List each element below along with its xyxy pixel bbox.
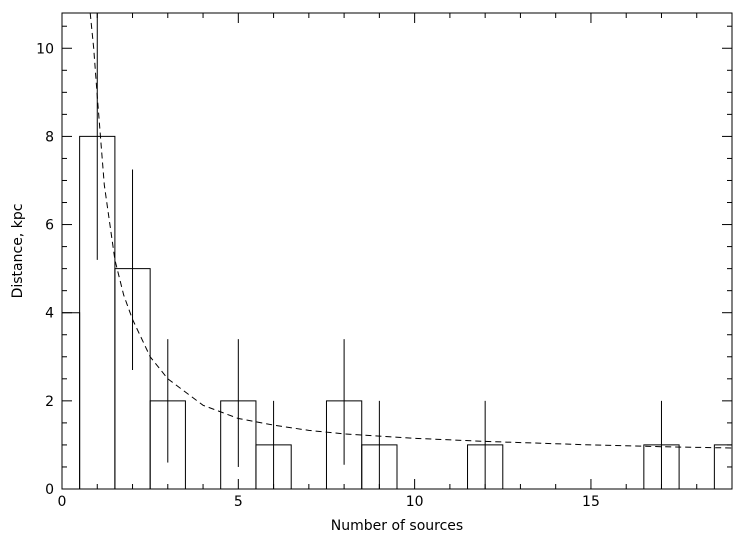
y-tick-label: 6	[45, 218, 54, 234]
fit-curve	[89, 12, 733, 449]
y-tick-label: 0	[45, 482, 54, 498]
x-axis-title: Number of sources	[331, 518, 463, 534]
plot-area	[61, 12, 733, 489]
y-tick-label: 8	[45, 129, 54, 145]
x-tick-label: 5	[234, 494, 243, 510]
y-axis-title: Distance, kpc	[10, 204, 26, 299]
x-tick-label: 15	[582, 494, 600, 510]
x-tick-label: 0	[58, 494, 67, 510]
y-tick-label: 10	[36, 41, 54, 57]
y-tick-label: 2	[45, 394, 54, 410]
plot-frame	[61, 12, 733, 490]
y-tick-label: 4	[45, 306, 54, 322]
axis-ticks: 0 5 10 15 0 2 4 6 8 10	[36, 13, 733, 510]
x-tick-label: 10	[406, 494, 424, 510]
